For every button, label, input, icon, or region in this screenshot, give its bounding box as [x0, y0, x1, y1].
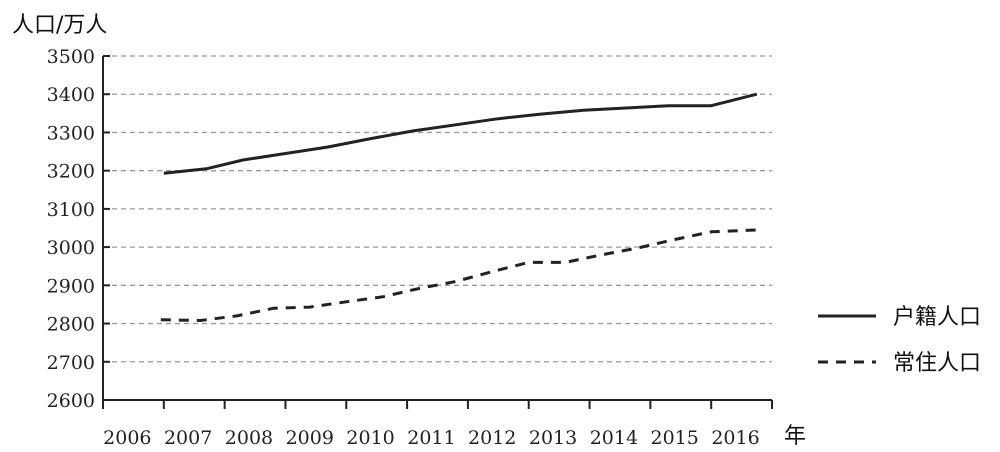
x-tick-label: 2006	[103, 427, 151, 449]
x-axis-ticks: 2006 2007 2008 2009 2010 2011 2012 2013 2014 2015…	[102, 400, 773, 449]
series-line-hukou	[163, 92, 758, 175]
y-tick-label: 3300	[47, 122, 95, 144]
y-tick-label: 2900	[47, 275, 95, 297]
y-tick-label: 2700	[47, 352, 95, 374]
x-tick-label: 2010	[346, 427, 394, 449]
x-tick-label: 2007	[164, 427, 212, 449]
legend: 户籍人口 常住人口	[818, 305, 981, 376]
legend-label-changzhu: 常住人口	[893, 351, 981, 376]
y-tick-label: 3000	[47, 237, 95, 259]
series-layer	[160, 92, 758, 322]
y-axis-ticks: 2600 2700 2800 2900 3000 3100 3200 3300 3400 3500	[47, 46, 110, 412]
x-tick-label: 2008	[225, 427, 273, 449]
x-tick-label: 2012	[468, 427, 516, 449]
grid-lines	[103, 55, 772, 363]
x-tick-label: 2013	[529, 427, 577, 449]
y-tick-label: 3200	[47, 161, 95, 183]
y-tick-label: 3500	[47, 46, 95, 68]
x-tick-label: 2014	[590, 427, 638, 449]
legend-label-hukou: 户籍人口	[893, 305, 981, 330]
y-tick-label: 2600	[47, 390, 95, 412]
y-axis-label: 人口/万人	[12, 13, 107, 38]
x-tick-label: 2011	[407, 427, 455, 449]
x-axis-label: 年	[784, 424, 806, 449]
y-tick-label: 3400	[47, 84, 95, 106]
y-tick-label: 3100	[47, 199, 95, 221]
series-line-changzhu	[160, 228, 757, 322]
x-tick-label: 2016	[711, 427, 759, 449]
x-tick-label: 2015	[651, 427, 699, 449]
x-tick-label: 2009	[286, 427, 334, 449]
y-tick-label: 2800	[47, 314, 95, 336]
